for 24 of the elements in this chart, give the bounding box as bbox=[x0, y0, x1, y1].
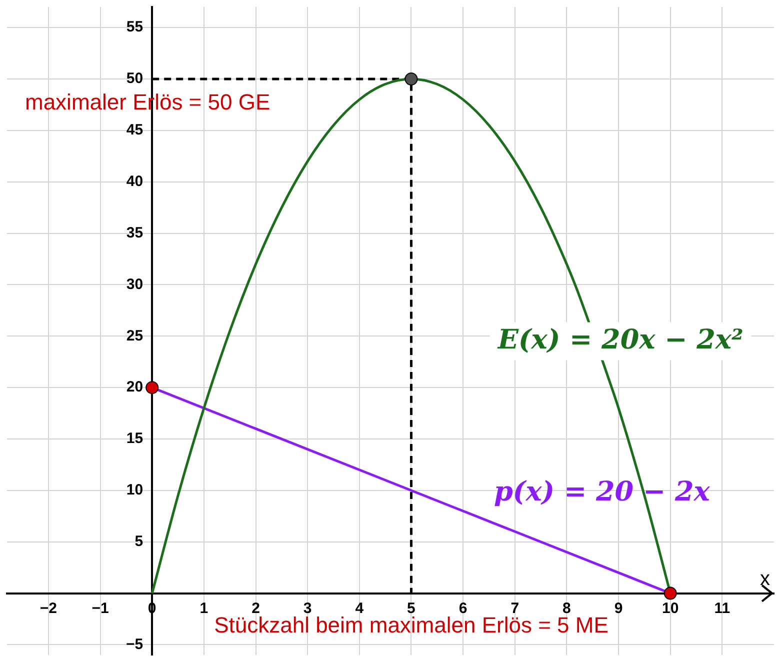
series-label: E(x) = 20x − 2x² bbox=[496, 324, 744, 356]
y-tick-label: 25 bbox=[126, 327, 144, 344]
x-tick-label: 11 bbox=[714, 600, 730, 617]
x-tick-label: 1 bbox=[200, 600, 208, 617]
y-tick-label: 30 bbox=[126, 276, 144, 293]
y-tick-label: 5 bbox=[134, 533, 144, 550]
y-tick-label: 10 bbox=[126, 482, 144, 499]
y-tick-label: 15 bbox=[126, 430, 144, 448]
x-tick-label: −1 bbox=[92, 600, 109, 617]
series-label: p(x) = 20 − 2x bbox=[494, 476, 711, 508]
point bbox=[404, 72, 418, 86]
point bbox=[146, 381, 159, 394]
x-tick-label: 10 bbox=[662, 600, 679, 617]
x-tick-label: −2 bbox=[40, 600, 58, 617]
x-axis-title: x bbox=[760, 568, 770, 590]
x-tick-label: 9 bbox=[614, 600, 623, 617]
y-tick-label: 35 bbox=[126, 224, 144, 242]
y-tick-label: −5 bbox=[126, 636, 144, 653]
y-tick-label: 40 bbox=[126, 173, 144, 190]
y-tick-label: 55 bbox=[126, 18, 144, 36]
y-tick-label: 50 bbox=[126, 70, 144, 88]
point bbox=[664, 586, 677, 600]
y-tick-label: 20 bbox=[126, 378, 144, 396]
y-tick-label: 45 bbox=[126, 122, 144, 139]
